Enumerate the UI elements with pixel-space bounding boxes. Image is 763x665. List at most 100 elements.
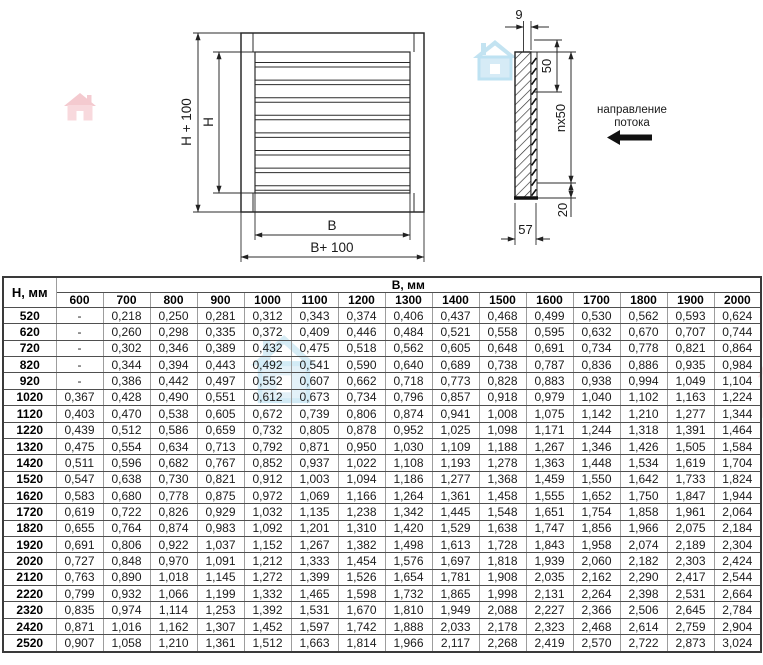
table-cell: 1,464	[713, 421, 762, 439]
table-cell: 1,908	[478, 568, 527, 587]
row-header: 1420	[2, 454, 57, 472]
table-cell: 0,974	[102, 601, 151, 619]
table-cell: 0,372	[243, 323, 292, 341]
table-cell: -	[55, 323, 104, 341]
table-cell: 0,521	[431, 323, 480, 341]
table-cell: 1,843	[525, 536, 574, 554]
table-cell: 1,452	[243, 617, 292, 636]
table-cell: 0,374	[337, 306, 386, 325]
table-cell: 1,094	[337, 470, 386, 488]
table-cell: 1,498	[384, 536, 433, 554]
table-cell: 0,670	[619, 323, 668, 341]
table-cell: 1,939	[525, 552, 574, 570]
table-cell: 2,033	[431, 617, 480, 636]
table-cell: 2,323	[525, 617, 574, 636]
column-header: 800	[149, 292, 198, 308]
table-cell: 1,448	[572, 454, 621, 472]
table-cell: 0,344	[102, 356, 151, 374]
table-row: 1420 0,511 0,596 0,682 0,767 0,852 0,937 1,022 1…	[2, 454, 762, 472]
table-cell: 0,744	[713, 323, 762, 341]
table-cell: 2,060	[572, 552, 621, 570]
table-cell: 0,632	[572, 323, 621, 341]
table-cell: 0,922	[149, 536, 198, 554]
column-header: 1700	[572, 292, 621, 308]
table-cell: 0,446	[337, 323, 386, 341]
table-cell: 2,398	[619, 585, 668, 603]
table-cell: 0,912	[243, 470, 292, 488]
row-header: 2520	[2, 634, 57, 653]
dim-label-57: 57	[518, 222, 532, 237]
table-cell: 0,878	[337, 421, 386, 439]
row-header: 920	[2, 372, 57, 390]
table-cell: 1,344	[713, 405, 762, 423]
table-cell: 1,459	[525, 470, 574, 488]
table-row: 1520 0,547 0,638 0,730 0,821 0,912 1,003 1,094 1…	[2, 470, 762, 488]
table-cell: 1,030	[384, 437, 433, 456]
table-cell: 0,437	[431, 306, 480, 325]
table-cell: 1,332	[243, 585, 292, 603]
table-cell: 1,318	[619, 421, 668, 439]
table-cell: 0,828	[478, 372, 527, 390]
table-cell: 1,810	[384, 601, 433, 619]
table-cell: 0,475	[55, 437, 104, 456]
table-cell: -	[55, 356, 104, 374]
table-cell: 1,654	[384, 568, 433, 587]
table-cell: 1,104	[713, 372, 762, 390]
table-cell: 0,389	[196, 339, 245, 358]
table-cell: 2,904	[713, 617, 762, 636]
table-cell: 1,754	[572, 503, 621, 521]
table-cell: 0,605	[196, 405, 245, 423]
table-cell: 2,419	[525, 634, 574, 653]
table-cell: 0,970	[149, 552, 198, 570]
table-cell: 1,171	[525, 421, 574, 439]
table-cell: 0,586	[149, 421, 198, 439]
row-header: 1120	[2, 405, 57, 423]
louver-blades	[255, 62, 410, 191]
table-cell: 2,189	[666, 536, 715, 554]
table-cell: 2,614	[619, 617, 668, 636]
table-cell: 0,950	[337, 437, 386, 456]
table-cell: 2,088	[478, 601, 527, 619]
table-cell: 1,670	[337, 601, 386, 619]
table-row: 1320 0,475 0,554 0,634 0,713 0,792 0,871 0,950 1…	[2, 437, 762, 456]
table-cell: 0,648	[478, 339, 527, 358]
table-cell: 0,764	[102, 519, 151, 538]
table-cell: 2,531	[666, 585, 715, 603]
table-cell: 0,281	[196, 306, 245, 325]
row-header: 1220	[2, 421, 57, 439]
table-cell: 0,952	[384, 421, 433, 439]
table-cell: 0,499	[525, 306, 574, 325]
table-cell: 1,109	[431, 437, 480, 456]
table-cell: 2,290	[619, 568, 668, 587]
louver-outer-frame	[240, 32, 425, 213]
table-cell: 0,558	[478, 323, 527, 341]
table-cell: 0,730	[149, 470, 198, 488]
table-cell: 0,763	[55, 568, 104, 587]
table-cell: 1,264	[384, 486, 433, 505]
table-cell: 1,025	[431, 421, 480, 439]
table-cell: 0,787	[525, 356, 574, 374]
table-cell: 0,590	[337, 356, 386, 374]
column-header: 1000	[243, 292, 292, 308]
table-cell: 2,366	[572, 601, 621, 619]
table-cell: 0,218	[102, 306, 151, 325]
table-cell: 1,037	[196, 536, 245, 554]
table-cell: 1,747	[525, 519, 574, 538]
table-cell: 0,722	[102, 503, 151, 521]
table-cell: 1,307	[196, 617, 245, 636]
column-header: 1300	[384, 292, 433, 308]
table-cell: 0,409	[290, 323, 339, 341]
table-cell: 1,363	[525, 454, 574, 472]
table-cell: 0,428	[102, 388, 151, 407]
table-cell: 1,277	[431, 470, 480, 488]
table-cell: 0,619	[55, 503, 104, 521]
table-cell: 1,166	[337, 486, 386, 505]
table-cell: 0,547	[55, 470, 104, 488]
table-cell: 0,432	[243, 339, 292, 358]
table-cell: 1,613	[431, 536, 480, 554]
table-row: 1620 0,583 0,680 0,778 0,875 0,972 1,069 1,166 1…	[2, 486, 762, 505]
table-cell: 0,605	[431, 339, 480, 358]
table-cell: 1,426	[619, 437, 668, 456]
table-cell: 1,818	[478, 552, 527, 570]
table-cell: 0,805	[290, 421, 339, 439]
